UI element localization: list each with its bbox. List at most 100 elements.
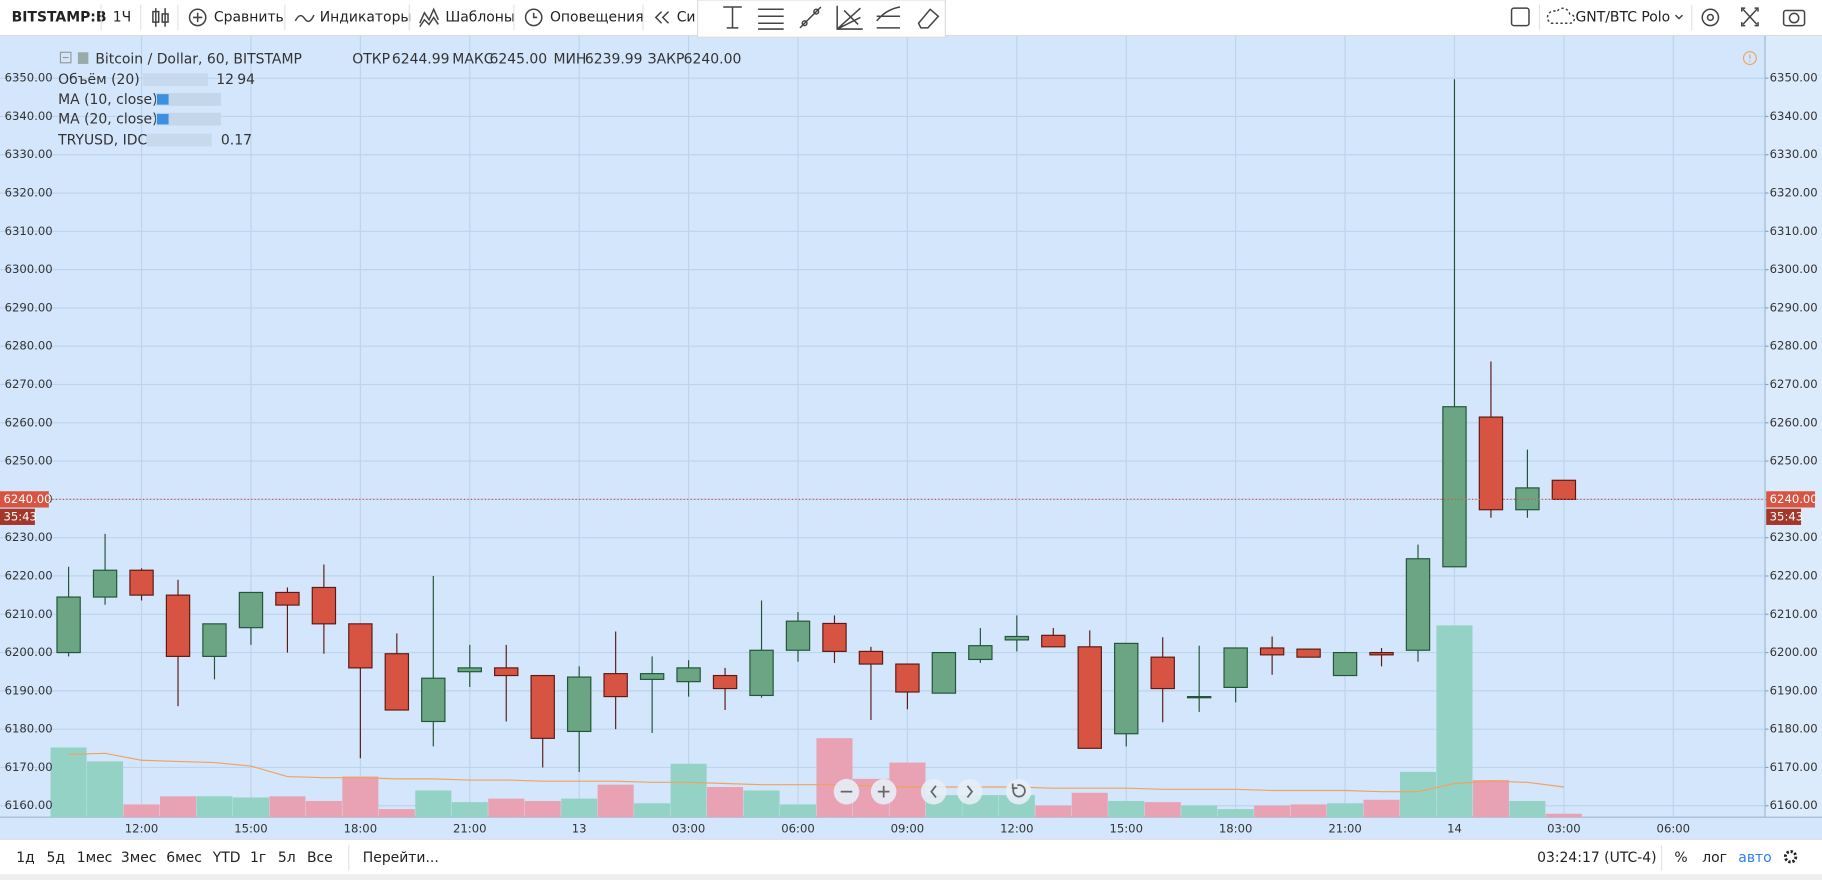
range-button[interactable]: 1мес bbox=[77, 850, 113, 866]
y-tick-label: 6210.00 bbox=[1770, 607, 1818, 621]
range-button[interactable]: 5д bbox=[47, 850, 66, 866]
close-value: 6240.00 bbox=[684, 51, 742, 67]
volume-bar bbox=[779, 804, 817, 818]
eraser-tool[interactable] bbox=[917, 8, 940, 29]
candle-body bbox=[1114, 642, 1139, 735]
volume-bar bbox=[1071, 792, 1108, 818]
fullscreen-button[interactable] bbox=[1741, 7, 1759, 27]
range-button[interactable]: YTD bbox=[212, 850, 241, 866]
volume-bar bbox=[743, 790, 780, 818]
chart-type-button[interactable] bbox=[152, 8, 169, 27]
settings-button[interactable] bbox=[1701, 8, 1720, 27]
templates-button[interactable]: Шаблоны bbox=[419, 7, 515, 28]
range-button[interactable]: Все bbox=[307, 850, 333, 866]
candle-body bbox=[676, 667, 701, 683]
volume-bar bbox=[1327, 803, 1364, 818]
volume-bar bbox=[707, 787, 744, 818]
trend-tool[interactable] bbox=[799, 6, 822, 29]
bottom-toolbar bbox=[0, 839, 1822, 880]
auto: авто bbox=[1738, 850, 1771, 866]
countdown-label: 35:43 bbox=[3, 509, 36, 523]
interval-button[interactable]: 1Ч bbox=[113, 9, 131, 25]
icon bbox=[193, 12, 203, 23]
snapshot-button[interactable] bbox=[1782, 9, 1806, 27]
volume-bar bbox=[1399, 771, 1437, 818]
reset-view[interactable] bbox=[1005, 778, 1032, 805]
symbol-button[interactable]: BITSTAMP:B bbox=[12, 9, 107, 25]
y-tick-label: 6180.00 bbox=[1770, 722, 1818, 736]
x-tick-label: 12:00 bbox=[125, 821, 158, 835]
study-controls[interactable] bbox=[146, 133, 212, 147]
study-controls[interactable] bbox=[143, 73, 209, 87]
zoom-out[interactable] bbox=[833, 778, 860, 805]
y-tick-label: 6220.00 bbox=[1770, 568, 1818, 582]
text-tool[interactable] bbox=[723, 6, 742, 29]
goto-button[interactable]: Перейти... bbox=[363, 850, 439, 866]
volume-bar bbox=[1290, 804, 1327, 818]
range-button[interactable]: 1г bbox=[250, 850, 266, 866]
collapse-toggle[interactable] bbox=[59, 51, 72, 64]
axis-settings[interactable] bbox=[1783, 850, 1798, 864]
candle-body bbox=[1332, 651, 1358, 677]
open-label: ОТКР bbox=[352, 51, 390, 67]
nav-button bbox=[920, 778, 947, 805]
candle-body bbox=[457, 667, 482, 673]
candle-body bbox=[1442, 406, 1467, 568]
icon bbox=[877, 785, 890, 798]
candle-body bbox=[421, 677, 446, 723]
icon bbox=[836, 5, 863, 30]
scroll-left[interactable] bbox=[920, 778, 947, 805]
range-label: 1г bbox=[250, 850, 266, 866]
icon bbox=[723, 6, 742, 29]
pattern-tool[interactable] bbox=[876, 6, 901, 29]
range-button[interactable]: 6мес bbox=[166, 850, 202, 866]
range-label: 5д bbox=[47, 850, 66, 866]
candle-body bbox=[858, 650, 884, 665]
compare-button[interactable]: Сравнить bbox=[188, 8, 284, 27]
percent-toggle[interactable]: % bbox=[1674, 850, 1687, 866]
fullscreen-toggle[interactable] bbox=[1510, 7, 1530, 27]
lines-tool[interactable] bbox=[758, 8, 784, 30]
candles bbox=[0, 79, 1766, 773]
indicators-button[interactable]: Индикаторы bbox=[294, 9, 411, 25]
gann-tool[interactable] bbox=[836, 5, 863, 30]
countdown-tag bbox=[1766, 508, 1802, 525]
candle-body bbox=[238, 591, 264, 629]
candle-body bbox=[1551, 479, 1577, 500]
candle-body bbox=[1150, 656, 1175, 690]
visibility-toggle[interactable] bbox=[156, 113, 169, 125]
scroll-right[interactable] bbox=[956, 778, 983, 805]
study-name: MA (10, close) bbox=[58, 92, 157, 108]
icon bbox=[152, 10, 160, 23]
range-button[interactable]: 5л bbox=[278, 850, 296, 866]
volume-bar bbox=[816, 738, 853, 818]
range-button[interactable]: 1д bbox=[16, 850, 35, 866]
icon bbox=[1783, 850, 1798, 864]
icon bbox=[1741, 7, 1759, 27]
alerts-button[interactable]: Оповещения bbox=[524, 8, 644, 27]
goto: Перейти... bbox=[363, 850, 439, 866]
candle-body bbox=[712, 674, 738, 690]
study-controls[interactable] bbox=[155, 112, 221, 126]
candle-body bbox=[566, 676, 592, 733]
countdown-tag bbox=[0, 508, 35, 525]
compare: Сравнить bbox=[214, 9, 284, 25]
study-value: 0.17 bbox=[221, 133, 252, 149]
range-button[interactable]: 3мес bbox=[121, 850, 157, 866]
candle-body bbox=[275, 591, 300, 606]
price-tag-label: 6240.00 bbox=[1770, 492, 1818, 506]
replay-button[interactable]: Си bbox=[654, 9, 696, 25]
icon bbox=[930, 785, 937, 799]
auto-toggle[interactable]: авто bbox=[1738, 850, 1771, 866]
visibility-toggle[interactable] bbox=[156, 94, 169, 105]
log-toggle[interactable]: лог bbox=[1702, 850, 1727, 866]
warning-icon[interactable] bbox=[1742, 51, 1757, 66]
x-tick-label: 03:00 bbox=[672, 821, 705, 835]
layout-button[interactable]: GNT/BTC Polo bbox=[1546, 7, 1684, 25]
candle-body bbox=[92, 569, 118, 598]
x-tick-label: 09:00 bbox=[891, 821, 924, 835]
study-controls[interactable] bbox=[155, 92, 221, 106]
zoom-in[interactable] bbox=[870, 778, 897, 805]
volume-bar bbox=[1035, 805, 1072, 818]
candle-body bbox=[129, 569, 154, 596]
